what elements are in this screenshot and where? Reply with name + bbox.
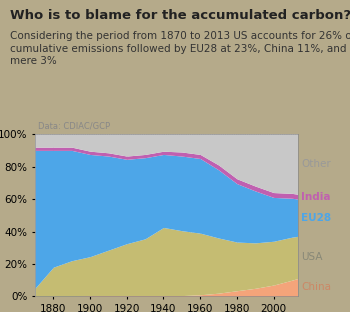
Text: China: China — [301, 282, 331, 292]
Text: India: India — [301, 192, 331, 202]
Text: Other: Other — [301, 159, 331, 169]
Text: Who is to blame for the accumulated carbon?: Who is to blame for the accumulated carb… — [10, 9, 350, 22]
Text: EU28: EU28 — [301, 213, 331, 223]
Text: USA: USA — [301, 252, 323, 262]
Text: Considering the period from 1870 to 2013 US accounts for 26% of the
cumulative e: Considering the period from 1870 to 2013… — [10, 31, 350, 66]
Text: Data: CDIAC/GCP: Data: CDIAC/GCP — [38, 122, 110, 131]
